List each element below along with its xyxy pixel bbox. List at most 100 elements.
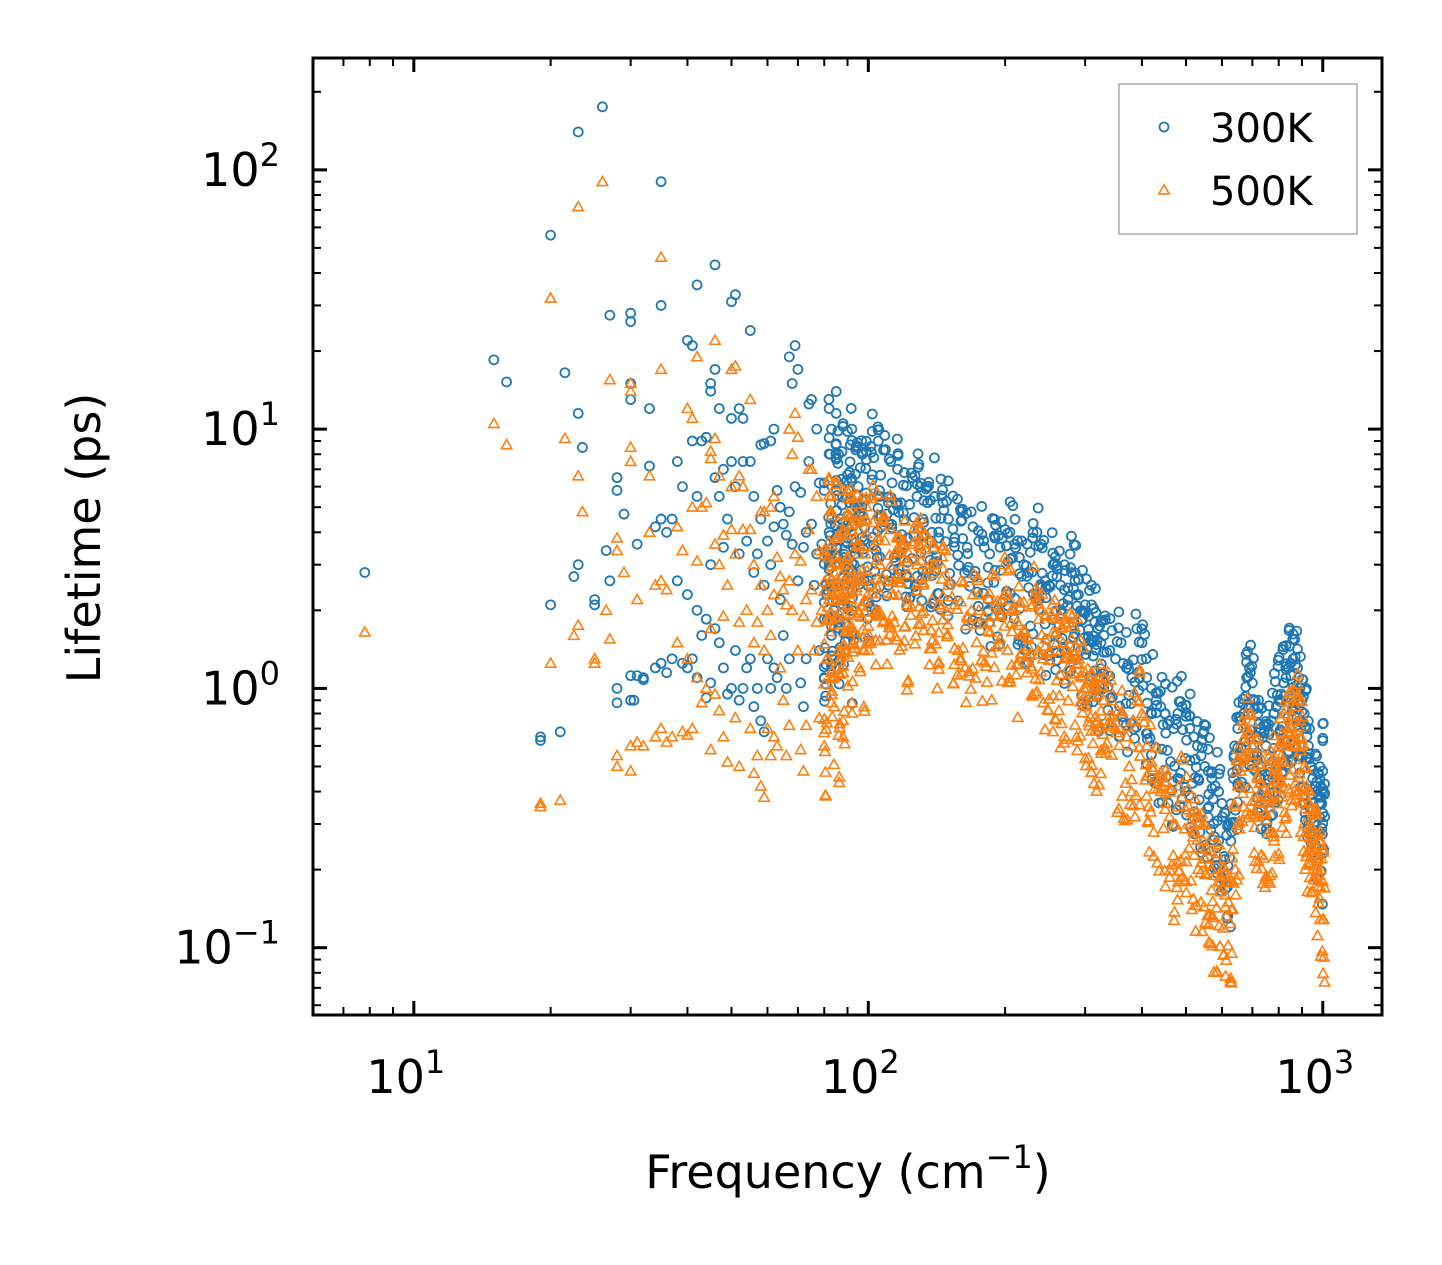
data-point [798, 701, 809, 713]
data-point [1197, 899, 1211, 912]
data-point [815, 603, 829, 616]
data-point [1003, 675, 1017, 687]
data-point [1034, 603, 1048, 616]
data-point [1240, 810, 1255, 823]
data-point [1146, 708, 1158, 720]
data-point [724, 522, 739, 535]
data-point [1274, 776, 1288, 788]
legend-marker-300k [1158, 121, 1170, 133]
data-point [571, 200, 585, 212]
data-point [1310, 928, 1325, 941]
data-point [1203, 844, 1217, 856]
data-point [926, 536, 940, 549]
data-point [957, 533, 969, 544]
data-point [1214, 763, 1226, 775]
data-point [966, 661, 980, 674]
data-point [1295, 795, 1309, 808]
data-point [872, 435, 884, 447]
data-point [825, 709, 839, 722]
data-point [985, 567, 999, 580]
data-point [866, 515, 880, 528]
data-point [912, 537, 926, 549]
data-point [768, 423, 780, 435]
data-point [1080, 648, 1092, 660]
data-point [1137, 715, 1151, 727]
data-point [1275, 820, 1290, 832]
data-point [670, 519, 684, 532]
data-point [1195, 807, 1209, 819]
data-point [1193, 794, 1205, 806]
data-point [820, 715, 834, 728]
data-point [1288, 792, 1302, 805]
data-point [972, 587, 986, 600]
data-point [1137, 680, 1149, 691]
data-point [1059, 559, 1071, 571]
data-point [840, 484, 855, 496]
data-point [1317, 898, 1328, 910]
data-point [487, 416, 501, 429]
data-point [837, 421, 849, 432]
data-point [1132, 695, 1146, 707]
data-point [1112, 802, 1126, 814]
data-point [823, 612, 837, 625]
data-point [856, 630, 870, 643]
data-point [827, 699, 841, 712]
data-point [1209, 852, 1223, 865]
data-point [830, 386, 842, 397]
x-tick-label: 102 [821, 1043, 900, 1104]
data-point [559, 367, 571, 379]
data-point [870, 553, 884, 565]
data-point [1175, 790, 1189, 803]
data-point [1104, 613, 1116, 625]
data-point [868, 452, 880, 464]
data-point [883, 488, 898, 501]
data-point [824, 504, 839, 517]
data-point [818, 744, 832, 757]
data-point [996, 516, 1007, 528]
data-point [1219, 807, 1230, 819]
data-point [1041, 703, 1056, 716]
data-point [654, 573, 668, 586]
data-point [989, 639, 1003, 652]
data-point [736, 522, 750, 535]
data-point [1288, 776, 1302, 789]
data-point [849, 580, 863, 593]
data-point [1147, 849, 1161, 861]
data-point [1263, 876, 1277, 888]
data-point [1296, 737, 1310, 749]
data-point [1221, 938, 1235, 951]
data-point [1091, 687, 1105, 699]
data-point [1181, 782, 1195, 794]
data-point [1180, 699, 1192, 711]
data-point [917, 604, 931, 617]
data-point [1115, 704, 1129, 717]
data-point [755, 513, 767, 525]
data-point [1090, 607, 1102, 618]
data-point [1314, 880, 1328, 893]
data-point [1284, 685, 1298, 697]
data-point [1241, 727, 1256, 740]
data-point [1319, 787, 1330, 799]
data-point [636, 739, 650, 751]
data-point [971, 571, 985, 583]
data-point [1242, 646, 1253, 658]
data-point [589, 599, 601, 611]
data-point [1099, 614, 1111, 626]
data-point [795, 677, 807, 689]
data-point [1147, 825, 1161, 837]
data-point [1061, 693, 1075, 706]
data-point [832, 775, 846, 788]
data-point [933, 526, 945, 538]
data-point [1031, 647, 1046, 659]
data-point [500, 437, 514, 450]
data-point [894, 545, 908, 558]
data-point [1210, 965, 1224, 978]
data-point [1136, 654, 1148, 665]
data-point [1317, 818, 1329, 829]
data-point [885, 609, 899, 621]
data-point [554, 726, 566, 738]
data-point [792, 363, 804, 375]
data-point [939, 604, 953, 616]
data-point [1102, 681, 1116, 693]
data-point [822, 652, 836, 665]
